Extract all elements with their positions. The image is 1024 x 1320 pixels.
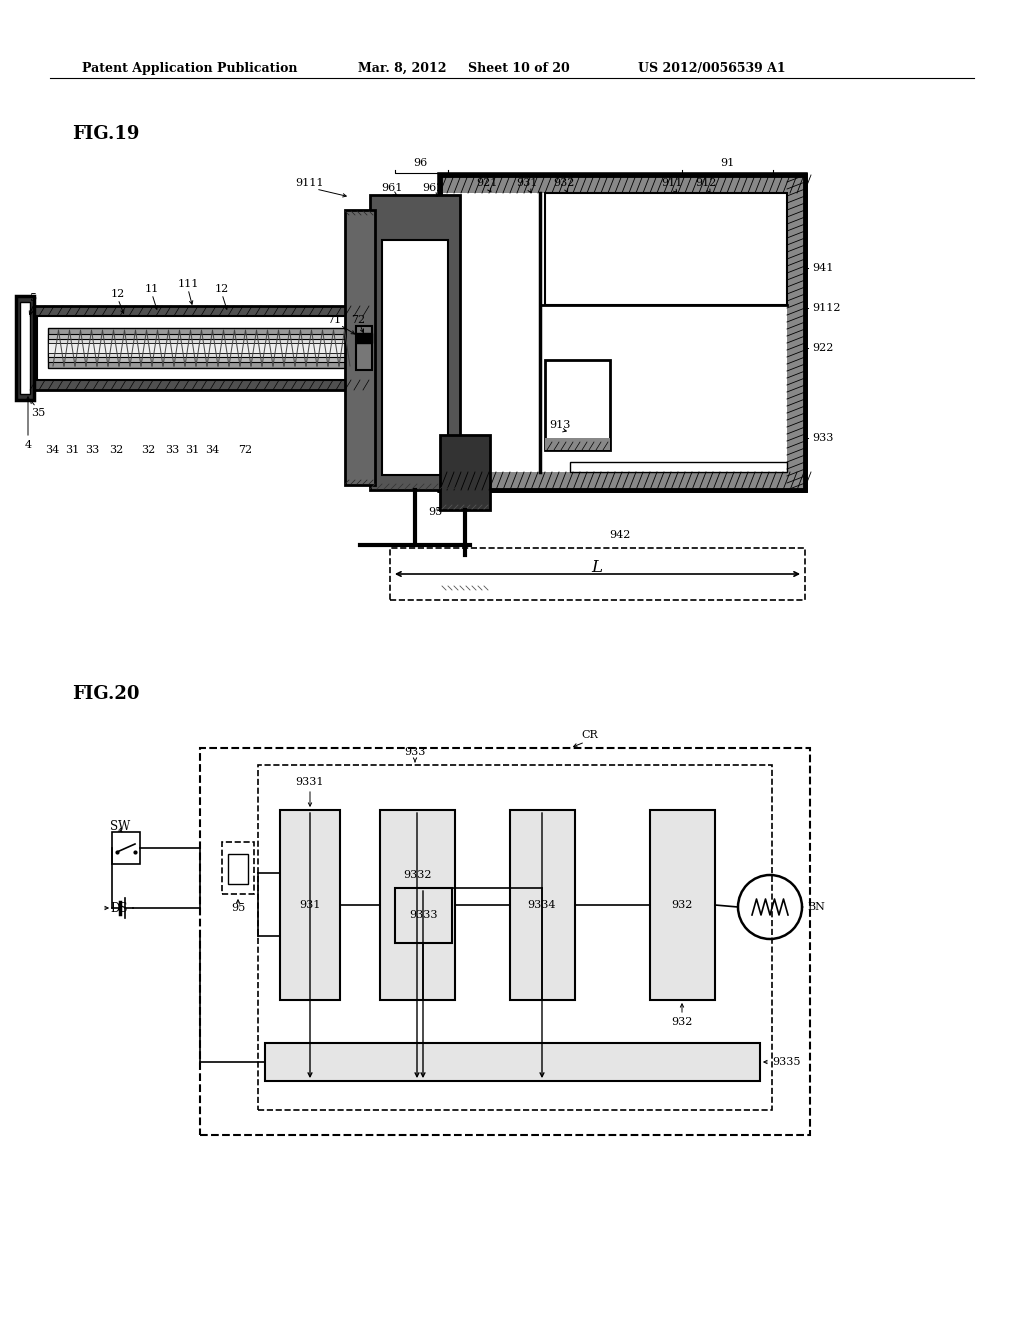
Bar <box>356 326 372 370</box>
Text: 32: 32 <box>141 445 155 455</box>
Text: 111: 111 <box>177 279 199 289</box>
Text: 11: 11 <box>144 284 159 294</box>
Bar <box>345 210 375 484</box>
Text: 9111: 9111 <box>296 178 325 187</box>
Text: 931: 931 <box>299 900 321 909</box>
Bar <box>28 306 370 389</box>
Bar <box>380 810 455 1001</box>
Text: 9332: 9332 <box>402 870 431 880</box>
Bar <box>395 888 452 942</box>
Text: 932: 932 <box>553 178 574 187</box>
Bar <box>48 334 350 362</box>
Bar <box>440 176 805 490</box>
Text: 921: 921 <box>476 178 498 187</box>
Bar <box>390 548 805 601</box>
Bar <box>258 766 772 1110</box>
Bar <box>200 748 810 1135</box>
Text: 5: 5 <box>31 293 38 304</box>
Text: L: L <box>592 560 602 577</box>
Text: 931: 931 <box>516 178 538 187</box>
Bar <box>356 333 372 343</box>
Bar <box>48 327 350 368</box>
Text: 32: 32 <box>109 445 123 455</box>
Text: 31: 31 <box>65 445 79 455</box>
Bar <box>440 176 805 490</box>
Text: 33: 33 <box>165 445 179 455</box>
Text: US 2012/0056539 A1: US 2012/0056539 A1 <box>638 62 785 75</box>
Bar <box>48 343 350 352</box>
Text: 922: 922 <box>812 343 834 352</box>
Bar <box>280 810 340 1001</box>
Bar <box>545 193 787 305</box>
Text: 933: 933 <box>812 433 834 444</box>
Bar <box>20 302 30 393</box>
Text: 95: 95 <box>428 507 442 517</box>
Text: 91: 91 <box>720 158 734 168</box>
Text: 941: 941 <box>812 263 834 273</box>
Text: BN: BN <box>807 902 825 912</box>
Text: 34: 34 <box>45 445 59 455</box>
Text: SW: SW <box>110 820 130 833</box>
Text: Patent Application Publication: Patent Application Publication <box>82 62 298 75</box>
Bar <box>570 462 787 473</box>
Text: 4: 4 <box>25 440 32 450</box>
Text: 913: 913 <box>549 420 570 430</box>
Bar <box>228 854 248 884</box>
Bar <box>16 296 34 400</box>
Text: FIG.19: FIG.19 <box>72 125 139 143</box>
Text: 9112: 9112 <box>812 304 841 313</box>
Text: 942: 942 <box>609 531 631 540</box>
Bar <box>440 473 805 490</box>
Bar <box>382 240 449 475</box>
Text: 911: 911 <box>662 178 683 187</box>
Text: 12: 12 <box>111 289 125 300</box>
Text: 34: 34 <box>205 445 219 455</box>
Bar <box>440 176 805 193</box>
Text: 72: 72 <box>238 445 252 455</box>
Bar <box>370 195 460 490</box>
Text: 31: 31 <box>185 445 199 455</box>
Bar <box>265 1043 760 1081</box>
Text: 932: 932 <box>672 1016 692 1027</box>
Text: 962: 962 <box>422 183 443 193</box>
Bar <box>787 176 805 490</box>
Bar <box>545 360 610 450</box>
Text: FIG.20: FIG.20 <box>72 685 139 704</box>
Text: 9335: 9335 <box>772 1057 801 1067</box>
Bar <box>440 436 490 510</box>
Text: 96: 96 <box>413 158 427 168</box>
Text: 9334: 9334 <box>527 900 556 909</box>
Text: 95: 95 <box>230 903 245 913</box>
Text: 12: 12 <box>215 284 229 294</box>
Bar <box>650 810 715 1001</box>
Text: DS: DS <box>110 902 128 915</box>
Bar <box>48 339 350 356</box>
Bar <box>510 810 575 1001</box>
Text: 71: 71 <box>327 315 341 325</box>
Text: 9333: 9333 <box>409 909 437 920</box>
Bar <box>112 832 140 865</box>
Bar <box>222 842 254 894</box>
Text: 961: 961 <box>381 183 402 193</box>
Bar <box>37 315 361 380</box>
Text: Sheet 10 of 20: Sheet 10 of 20 <box>468 62 569 75</box>
Text: Mar. 8, 2012: Mar. 8, 2012 <box>358 62 446 75</box>
Text: 33: 33 <box>85 445 99 455</box>
Text: 912: 912 <box>695 178 717 187</box>
Text: 932: 932 <box>672 900 692 909</box>
Text: CR: CR <box>582 730 598 741</box>
Text: 35: 35 <box>31 408 45 418</box>
Text: 9331: 9331 <box>296 777 325 787</box>
Text: 72: 72 <box>351 315 366 325</box>
Text: 933: 933 <box>404 747 426 756</box>
Bar <box>545 438 610 450</box>
